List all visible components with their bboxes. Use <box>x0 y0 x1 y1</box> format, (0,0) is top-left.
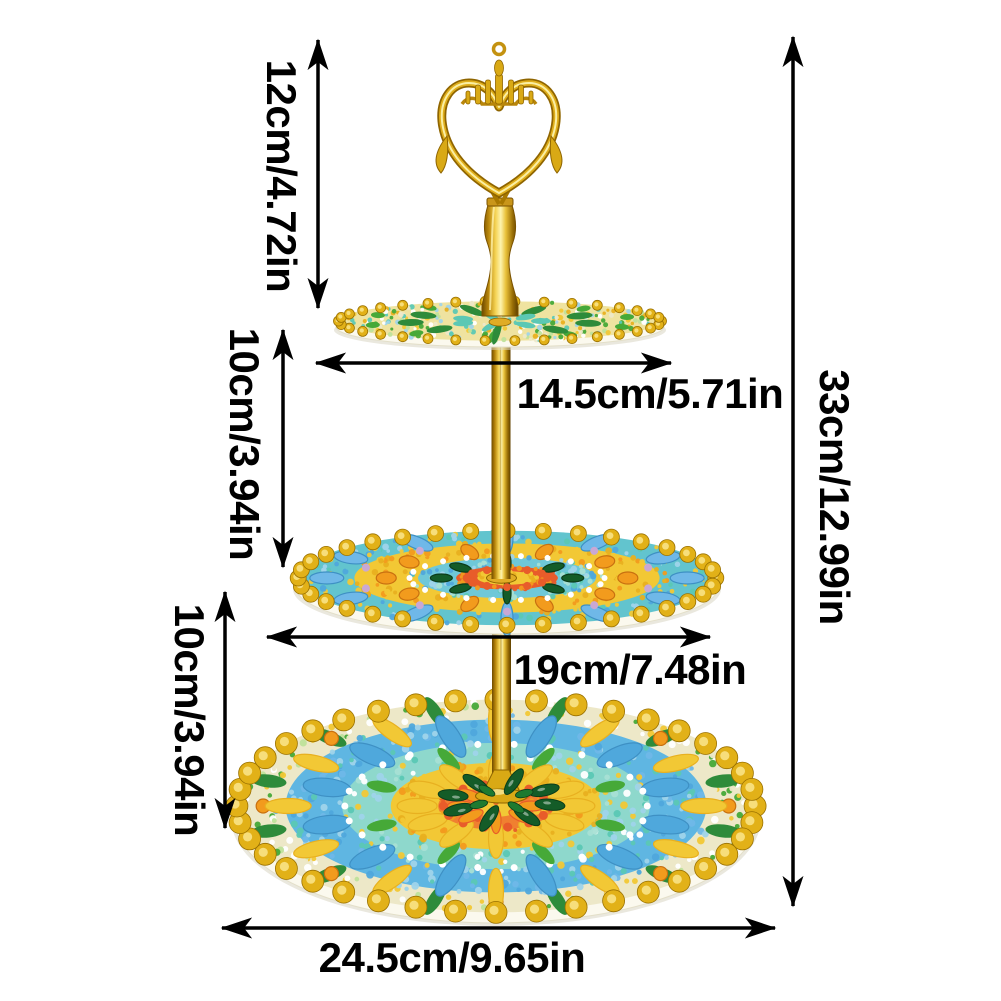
handle-top-ring <box>491 41 507 57</box>
bottom-tray <box>225 688 767 926</box>
dim-label-lower-gap: 10cm/3.94in <box>166 603 213 837</box>
dim-label-bottom-tray: 24.5cm/9.65in <box>318 934 586 981</box>
dim-label-upper-gap: 10cm/3.94in <box>221 327 268 561</box>
stand-handle <box>435 41 563 327</box>
dim-label-handle-height: 12cm/4.72in <box>258 59 305 293</box>
stand-pole-upper <box>486 316 517 584</box>
bottom-center-gems <box>437 768 566 832</box>
top-tray <box>333 295 667 350</box>
dim-label-top-tray: 14.5cm/5.71in <box>516 370 784 417</box>
dimension-arrows <box>214 35 804 939</box>
dim-label-middle-tray: 19cm/7.48in <box>513 646 747 693</box>
dim-label-total-height: 33cm/12.99in <box>811 369 858 625</box>
handle-crown <box>460 41 538 106</box>
